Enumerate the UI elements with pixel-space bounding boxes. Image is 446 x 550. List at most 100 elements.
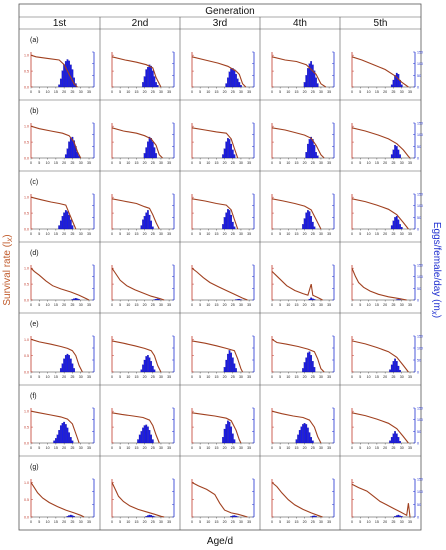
x-tick-label: 5 xyxy=(199,232,201,236)
x-tick-label: 35 xyxy=(167,520,171,524)
x-tick-label: 15 xyxy=(214,446,218,450)
fecundity-bar xyxy=(390,84,393,88)
x-tick-label: 5 xyxy=(199,375,201,379)
x-tick-label: 25 xyxy=(70,232,74,236)
left-tick-label: 1.0 xyxy=(24,267,29,271)
fecundity-bar xyxy=(61,70,64,88)
x-tick-label: 10 xyxy=(367,446,371,450)
x-tick-label: 0 xyxy=(351,375,353,379)
fecundity-bar xyxy=(230,516,233,518)
x-tick-label: 10 xyxy=(286,375,290,379)
fecundity-bar xyxy=(153,369,156,373)
fecundity-bar xyxy=(55,438,57,444)
x-tick-label: 35 xyxy=(87,161,91,165)
x-tick-label: 35 xyxy=(327,375,331,379)
x-tick-label: 30 xyxy=(159,520,163,524)
fecundity-bar xyxy=(308,351,311,373)
x-tick-label: 15 xyxy=(54,232,58,236)
x-tick-label: 0 xyxy=(271,232,273,236)
x-tick-label: 35 xyxy=(408,232,412,236)
x-tick-label: 15 xyxy=(134,520,138,524)
right-tick-label: 50 xyxy=(417,359,421,363)
column-header-5th: 5th xyxy=(374,18,388,29)
right-tick-label: 0 xyxy=(417,228,419,232)
fecundity-bar xyxy=(395,146,398,159)
fecundity-bar xyxy=(140,225,143,230)
fecundity-bar xyxy=(236,78,239,88)
fecundity-bar xyxy=(143,425,146,444)
x-tick-label: 30 xyxy=(400,520,404,524)
x-tick-label: 20 xyxy=(62,375,66,379)
survival-line xyxy=(271,271,323,301)
panel-e-5th: 150 100 50 0 0 5 10 15 20 25 30 35 xyxy=(351,335,423,380)
survival-line xyxy=(271,410,322,444)
fecundity-bar xyxy=(145,69,148,88)
x-tick-label: 30 xyxy=(319,161,323,165)
left-axis-title-close: ) xyxy=(2,234,13,237)
x-tick-label: 0 xyxy=(111,232,113,236)
x-tick-label: 0 xyxy=(111,303,113,307)
x-tick-label: 5 xyxy=(119,161,121,165)
x-tick-label: 10 xyxy=(126,90,130,94)
fecundity-bar xyxy=(303,82,306,88)
x-tick-label: 35 xyxy=(87,520,91,524)
fecundity-bar xyxy=(400,84,403,88)
fecundity-bar xyxy=(228,350,231,373)
fecundity-bar xyxy=(233,439,236,444)
survival-line xyxy=(30,410,80,444)
fecundity-bar xyxy=(397,365,400,373)
fecundity-bar xyxy=(389,369,391,373)
right-axis-title-close: ) xyxy=(431,315,442,318)
x-tick-label: 35 xyxy=(408,90,412,94)
left-tick-label: 0.0 xyxy=(24,86,29,90)
left-tick-label: 0.0 xyxy=(24,516,29,520)
fecundity-bar xyxy=(147,355,149,373)
x-tick-label: 30 xyxy=(400,90,404,94)
x-tick-label: 25 xyxy=(391,303,395,307)
fecundity-bar xyxy=(305,75,308,88)
fecundity-bar xyxy=(225,141,228,159)
fecundity-bar xyxy=(231,149,234,159)
x-tick-label: 5 xyxy=(279,90,281,94)
survival-line xyxy=(111,56,162,88)
left-tick-label: 1.0 xyxy=(24,125,29,129)
fecundity-bar xyxy=(228,210,231,230)
x-tick-label: 25 xyxy=(70,375,74,379)
x-tick-label: 20 xyxy=(303,232,307,236)
fecundity-bar xyxy=(73,368,75,373)
x-tick-label: 0 xyxy=(191,303,193,307)
x-tick-label: 10 xyxy=(206,520,210,524)
right-tick-label: 0 xyxy=(417,516,419,520)
fecundity-bar xyxy=(71,225,74,230)
x-tick-label: 15 xyxy=(214,303,218,307)
x-tick-label: 15 xyxy=(375,303,379,307)
figure-frame xyxy=(18,3,422,531)
x-tick-label: 25 xyxy=(70,90,74,94)
x-tick-label: 35 xyxy=(327,446,331,450)
x-tick-label: 25 xyxy=(311,520,315,524)
x-tick-label: 10 xyxy=(206,375,210,379)
x-tick-label: 20 xyxy=(62,446,66,450)
fecundity-bar xyxy=(68,432,70,444)
x-tick-label: 35 xyxy=(327,520,331,524)
x-tick-label: 15 xyxy=(375,232,379,236)
fecundity-bar xyxy=(399,515,401,518)
fecundity-bar xyxy=(231,515,234,518)
fecundity-bar xyxy=(395,361,398,373)
x-tick-label: 25 xyxy=(311,303,315,307)
survival-line xyxy=(30,196,77,230)
x-tick-label: 20 xyxy=(143,375,147,379)
x-tick-label: 25 xyxy=(391,375,395,379)
right-axis-title-sub: x xyxy=(430,310,439,316)
fecundity-bar xyxy=(308,211,311,230)
x-tick-label: 5 xyxy=(359,303,361,307)
fecundity-bar xyxy=(389,440,391,444)
x-tick-label: 30 xyxy=(159,90,163,94)
fecundity-bar xyxy=(227,138,229,159)
x-tick-label: 5 xyxy=(199,446,201,450)
x-tick-label: 15 xyxy=(294,446,298,450)
fecundity-bar xyxy=(63,212,66,230)
x-tick-label: 10 xyxy=(46,375,50,379)
panel-c-4th: 0 5 10 15 20 25 30 35 xyxy=(271,193,335,236)
fecundity-bar xyxy=(313,226,316,230)
